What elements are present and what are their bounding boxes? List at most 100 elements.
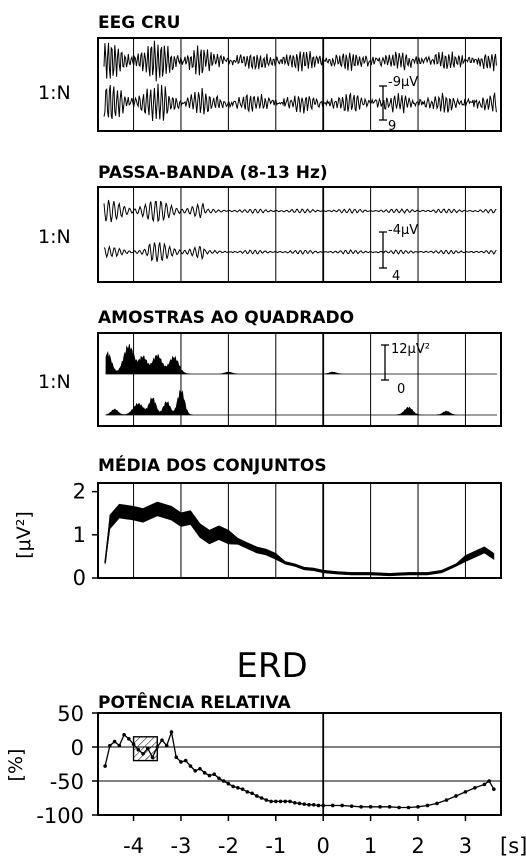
erd-point	[378, 805, 382, 809]
erd-point	[150, 755, 155, 759]
average-axes	[97, 482, 502, 579]
erd-point	[435, 801, 439, 806]
average-power-band	[104, 501, 495, 577]
erd-point	[255, 794, 259, 798]
y-tick-label: 2	[73, 480, 86, 504]
erd-point	[127, 737, 131, 741]
erd-axes	[97, 712, 502, 816]
erd-point	[368, 805, 373, 809]
y-tick-label: 0	[71, 736, 84, 760]
squared-row-label: 1:N	[38, 371, 71, 393]
y-tick-label: 0	[73, 566, 86, 590]
erd-point	[221, 779, 226, 783]
erd-point	[492, 787, 496, 791]
erd-point	[416, 805, 420, 809]
erd-xunit: [s]	[500, 834, 526, 858]
erd-point	[269, 799, 273, 804]
y-tick-label: 50	[57, 702, 84, 726]
erd-point	[330, 803, 335, 808]
erd-point	[283, 799, 288, 804]
erd-point	[231, 784, 235, 789]
erd-line	[104, 729, 495, 809]
x-tick-label: -2	[218, 834, 239, 858]
erd-point	[245, 790, 250, 794]
erd-point	[103, 764, 107, 768]
raw-eeg-frame	[97, 37, 502, 132]
erd-point	[482, 782, 487, 787]
erd-point	[202, 771, 207, 775]
erd-point	[288, 799, 292, 804]
erd-point	[141, 752, 145, 756]
erd-point	[302, 802, 307, 806]
erd-point	[397, 805, 401, 810]
x-tick-label: -1	[265, 834, 286, 858]
erd-point	[316, 803, 321, 808]
bandpass-scale-bottom: 4	[392, 269, 400, 284]
erd-point	[454, 794, 458, 798]
erd-point	[217, 776, 221, 781]
erd-point	[273, 799, 278, 804]
erd-point	[117, 743, 122, 748]
raw-eeg-title: EEG CRU	[98, 13, 180, 33]
erd-point	[188, 764, 193, 768]
erd-point	[155, 745, 160, 749]
erd-point	[307, 803, 311, 807]
raw-eeg-scale-top: -9μV	[388, 75, 418, 90]
bandpass-trace-top	[103, 199, 497, 223]
raw-eeg-gridlines	[133, 38, 466, 131]
erd-x-ticks: -4 -3 -2 -1 0 1 2 3	[123, 815, 472, 858]
erd-point	[297, 801, 302, 806]
erd-point	[406, 805, 411, 810]
erd-point	[311, 803, 316, 807]
erd-point	[240, 787, 245, 791]
erd-point	[226, 781, 231, 786]
erd-point	[425, 803, 430, 808]
erd-point	[444, 798, 449, 802]
erd-point	[174, 755, 179, 759]
bandpass-trace-bottom	[103, 242, 497, 262]
average-title: MÉDIA DOS CONJUNTOS	[98, 454, 327, 476]
erd-point	[183, 758, 188, 763]
erd-point	[164, 743, 169, 748]
erd-point	[122, 732, 126, 737]
erd-point	[340, 803, 344, 808]
x-tick-label: -4	[123, 834, 144, 858]
squared-frame	[97, 332, 502, 427]
erd-point	[259, 796, 264, 800]
raw-eeg-scale-bottom: 9	[388, 119, 396, 134]
erd-point	[145, 746, 150, 751]
squared-title: AMOSTRAS AO QUADRADO	[98, 308, 354, 328]
bandpass-gridlines	[133, 187, 466, 282]
erd-y-ticks: 50 0 -50 -100	[36, 702, 98, 828]
erd-point	[108, 743, 112, 748]
x-tick-label: 2	[411, 834, 424, 858]
erd-heading: ERD	[236, 646, 307, 686]
bandpass-frame	[97, 186, 502, 283]
raw-eeg-trace-top	[103, 40, 497, 82]
erd-point	[463, 790, 468, 794]
erd-point	[264, 798, 269, 802]
bandpass-row-label: 1:N	[38, 226, 71, 248]
erd-point	[292, 800, 297, 805]
erd-point	[387, 805, 392, 809]
erd-frame	[97, 712, 502, 816]
squared-trace-bottom	[105, 390, 497, 416]
average-power-line	[104, 508, 495, 576]
erd-point	[250, 791, 254, 796]
erd-point	[487, 779, 491, 783]
erd-point	[278, 799, 283, 804]
erd-point	[473, 786, 477, 790]
squared-trace-top	[105, 344, 497, 375]
erd-point	[212, 772, 216, 776]
bandpass-scale-bar	[379, 231, 387, 269]
erd-point	[112, 739, 117, 744]
x-tick-label: 3	[459, 834, 472, 858]
raw-eeg-row-label: 1:N	[38, 82, 71, 104]
erd-point	[169, 730, 174, 734]
erd-point	[236, 786, 240, 790]
raw-eeg-scale-bar	[379, 85, 387, 121]
erd-point	[160, 738, 164, 742]
erd-ylabel: [%]	[5, 749, 27, 782]
average-frame	[97, 482, 502, 579]
